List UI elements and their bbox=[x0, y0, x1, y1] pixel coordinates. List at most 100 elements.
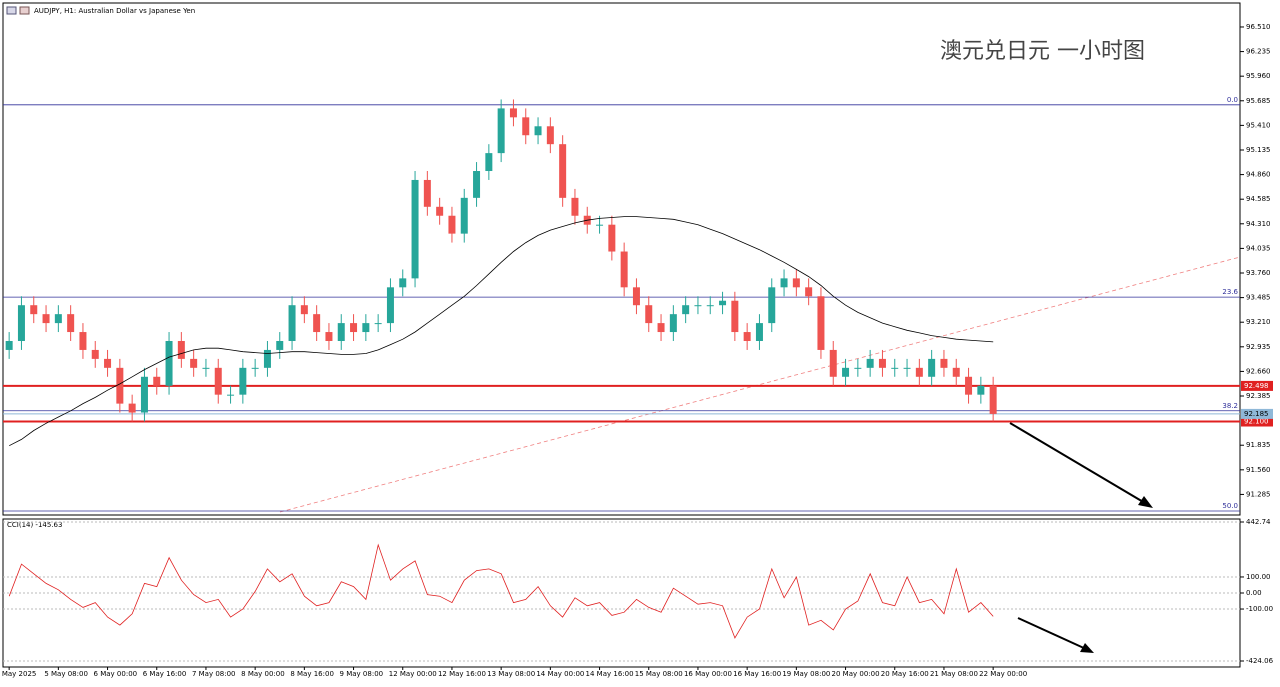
candle-body bbox=[91, 349, 99, 359]
candle-body bbox=[805, 287, 813, 297]
candle-body bbox=[251, 367, 259, 369]
candle-body bbox=[509, 108, 517, 118]
arrow bbox=[1009, 422, 1146, 504]
candle-body bbox=[386, 287, 394, 324]
x-tick-label: 20 May 00:00 bbox=[832, 670, 880, 678]
moving-average bbox=[9, 216, 994, 447]
candle-body bbox=[989, 385, 997, 414]
candle-body bbox=[829, 349, 837, 377]
price-tag-label: 92.498 bbox=[1244, 382, 1269, 390]
candle-body bbox=[706, 305, 714, 307]
candle-body bbox=[534, 126, 542, 136]
price-tag-label: 92.100 bbox=[1244, 418, 1269, 426]
indicator-title: CCI(14) -145.63 bbox=[7, 521, 62, 529]
y-tick-label: 94.585 bbox=[1246, 195, 1271, 203]
candle-body bbox=[743, 332, 751, 341]
candle-body bbox=[67, 314, 75, 333]
candle-body bbox=[571, 197, 579, 216]
candle-body bbox=[682, 305, 690, 315]
candle-body bbox=[362, 323, 370, 333]
y-tick-label: 93.760 bbox=[1246, 269, 1271, 277]
candle-body bbox=[448, 215, 456, 234]
y-tick-label: 95.960 bbox=[1246, 72, 1271, 80]
y-tick-label: 91.560 bbox=[1246, 466, 1271, 474]
candle-body bbox=[239, 367, 247, 395]
candle-body bbox=[620, 251, 628, 288]
y-tick-label: 95.685 bbox=[1246, 97, 1271, 105]
price-tag-label: 92.185 bbox=[1244, 410, 1269, 418]
candle-body bbox=[140, 376, 148, 413]
trend-line bbox=[279, 256, 1241, 513]
y-tick-label: 95.135 bbox=[1246, 146, 1271, 154]
candle-body bbox=[214, 367, 222, 395]
x-tick-label: 22 May 00:00 bbox=[979, 670, 1027, 678]
candle-body bbox=[399, 278, 407, 288]
candle-body bbox=[411, 179, 419, 279]
candle-body bbox=[854, 367, 862, 369]
candle-body bbox=[104, 358, 112, 368]
y-tick-label: 442.74 bbox=[1246, 518, 1271, 526]
price-tag bbox=[1241, 380, 1273, 391]
y-tick-label: 100.00 bbox=[1246, 573, 1271, 581]
candle-body bbox=[54, 314, 62, 324]
candle-body bbox=[842, 367, 850, 377]
annotation: 澳元兑日元 一小时图 bbox=[940, 39, 1145, 64]
candle-body bbox=[608, 224, 616, 252]
candle-body bbox=[436, 206, 444, 216]
fib-label: 38.2 bbox=[1222, 402, 1238, 410]
candle-body bbox=[473, 171, 481, 198]
candle-body bbox=[202, 367, 210, 369]
candle-body bbox=[645, 305, 653, 324]
x-tick-label: 15 May 08:00 bbox=[635, 670, 683, 678]
y-tick-label: 94.310 bbox=[1246, 220, 1271, 228]
x-tick-label: 12 May 16:00 bbox=[438, 670, 486, 678]
candle-body bbox=[337, 323, 345, 341]
y-tick-label: 92.660 bbox=[1246, 367, 1271, 375]
candle-body bbox=[719, 300, 727, 306]
candle-body bbox=[878, 358, 886, 368]
candle-body bbox=[928, 358, 936, 377]
candle-body bbox=[263, 349, 271, 368]
x-tick-label: 2 May 2025 bbox=[0, 670, 36, 678]
candle-body bbox=[792, 278, 800, 288]
candle-body bbox=[325, 332, 333, 341]
x-tick-label: 21 May 08:00 bbox=[930, 670, 978, 678]
candle-body bbox=[891, 367, 899, 369]
candle-body bbox=[423, 179, 431, 207]
candle-body bbox=[755, 323, 763, 341]
candle-body bbox=[965, 376, 973, 395]
x-tick-label: 7 May 08:00 bbox=[192, 670, 236, 678]
arrow-head bbox=[1138, 496, 1153, 508]
candle-body bbox=[128, 403, 136, 413]
candle-body bbox=[460, 197, 468, 234]
candle-body bbox=[546, 126, 554, 145]
x-tick-label: 19 May 08:00 bbox=[782, 670, 830, 678]
y-tick-label: 91.835 bbox=[1246, 441, 1271, 449]
candle-body bbox=[177, 340, 185, 359]
y-tick-label: -424.06 bbox=[1246, 657, 1274, 665]
fib-label: 50.0 bbox=[1222, 502, 1238, 510]
candle-body bbox=[5, 340, 13, 350]
candle-body bbox=[940, 358, 948, 368]
x-tick-label: 16 May 16:00 bbox=[733, 670, 781, 678]
cci-pane bbox=[2, 518, 1241, 668]
fib-label: 23.6 bbox=[1222, 288, 1238, 296]
y-tick-label: 95.410 bbox=[1246, 121, 1271, 129]
candle-body bbox=[780, 278, 788, 288]
candle-body bbox=[350, 323, 358, 333]
y-tick-label: -100.00 bbox=[1246, 605, 1273, 613]
x-tick-label: 9 May 08:00 bbox=[340, 670, 384, 678]
symbol-icon bbox=[19, 6, 30, 15]
candle-body bbox=[977, 385, 985, 395]
price-tag bbox=[1241, 416, 1273, 427]
candle-body bbox=[731, 300, 739, 333]
arrow bbox=[1017, 617, 1087, 650]
candle-body bbox=[497, 108, 505, 154]
candle-body bbox=[276, 340, 284, 350]
x-tick-label: 12 May 00:00 bbox=[389, 670, 437, 678]
candle-body bbox=[153, 376, 161, 386]
y-tick-label: 94.035 bbox=[1246, 244, 1271, 252]
y-tick-label: 92.935 bbox=[1246, 343, 1271, 351]
candle-body bbox=[227, 394, 235, 396]
candle-body bbox=[190, 358, 198, 368]
